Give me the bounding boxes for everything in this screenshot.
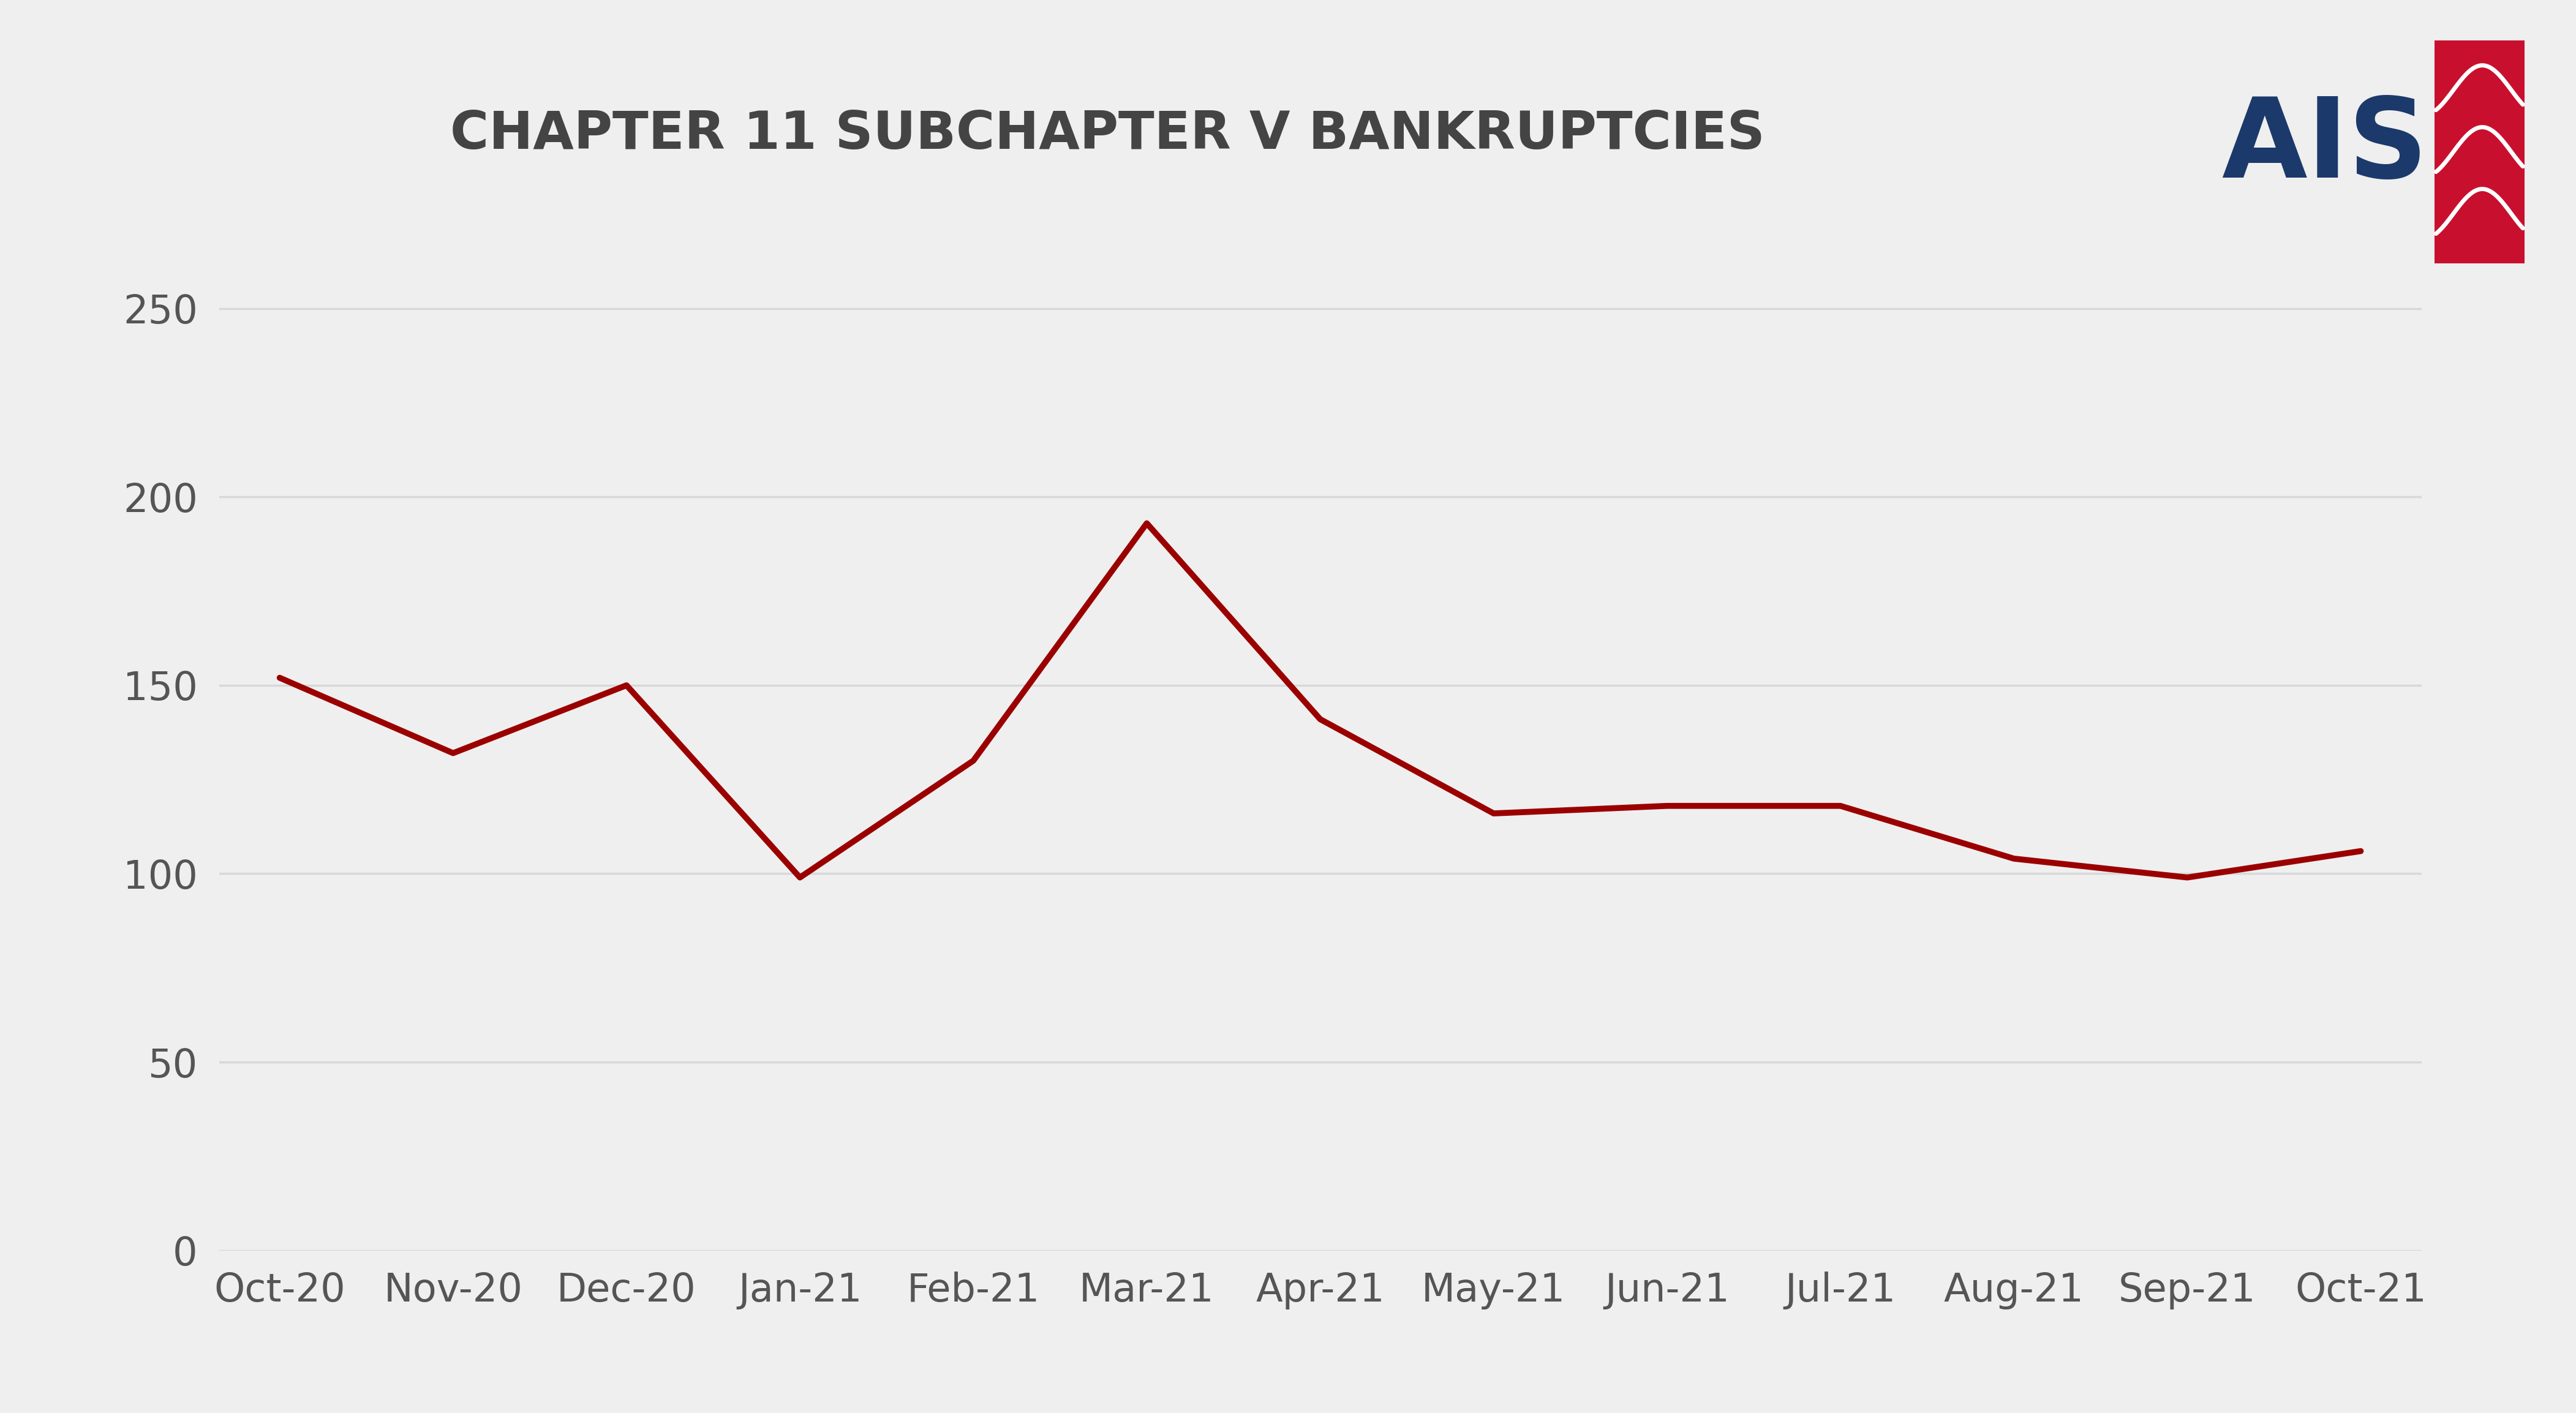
Bar <box>2434 41 2524 263</box>
Text: AIS: AIS <box>2221 93 2429 201</box>
Text: CHAPTER 11 SUBCHAPTER V BANKRUPTCIES: CHAPTER 11 SUBCHAPTER V BANKRUPTCIES <box>451 109 1765 160</box>
